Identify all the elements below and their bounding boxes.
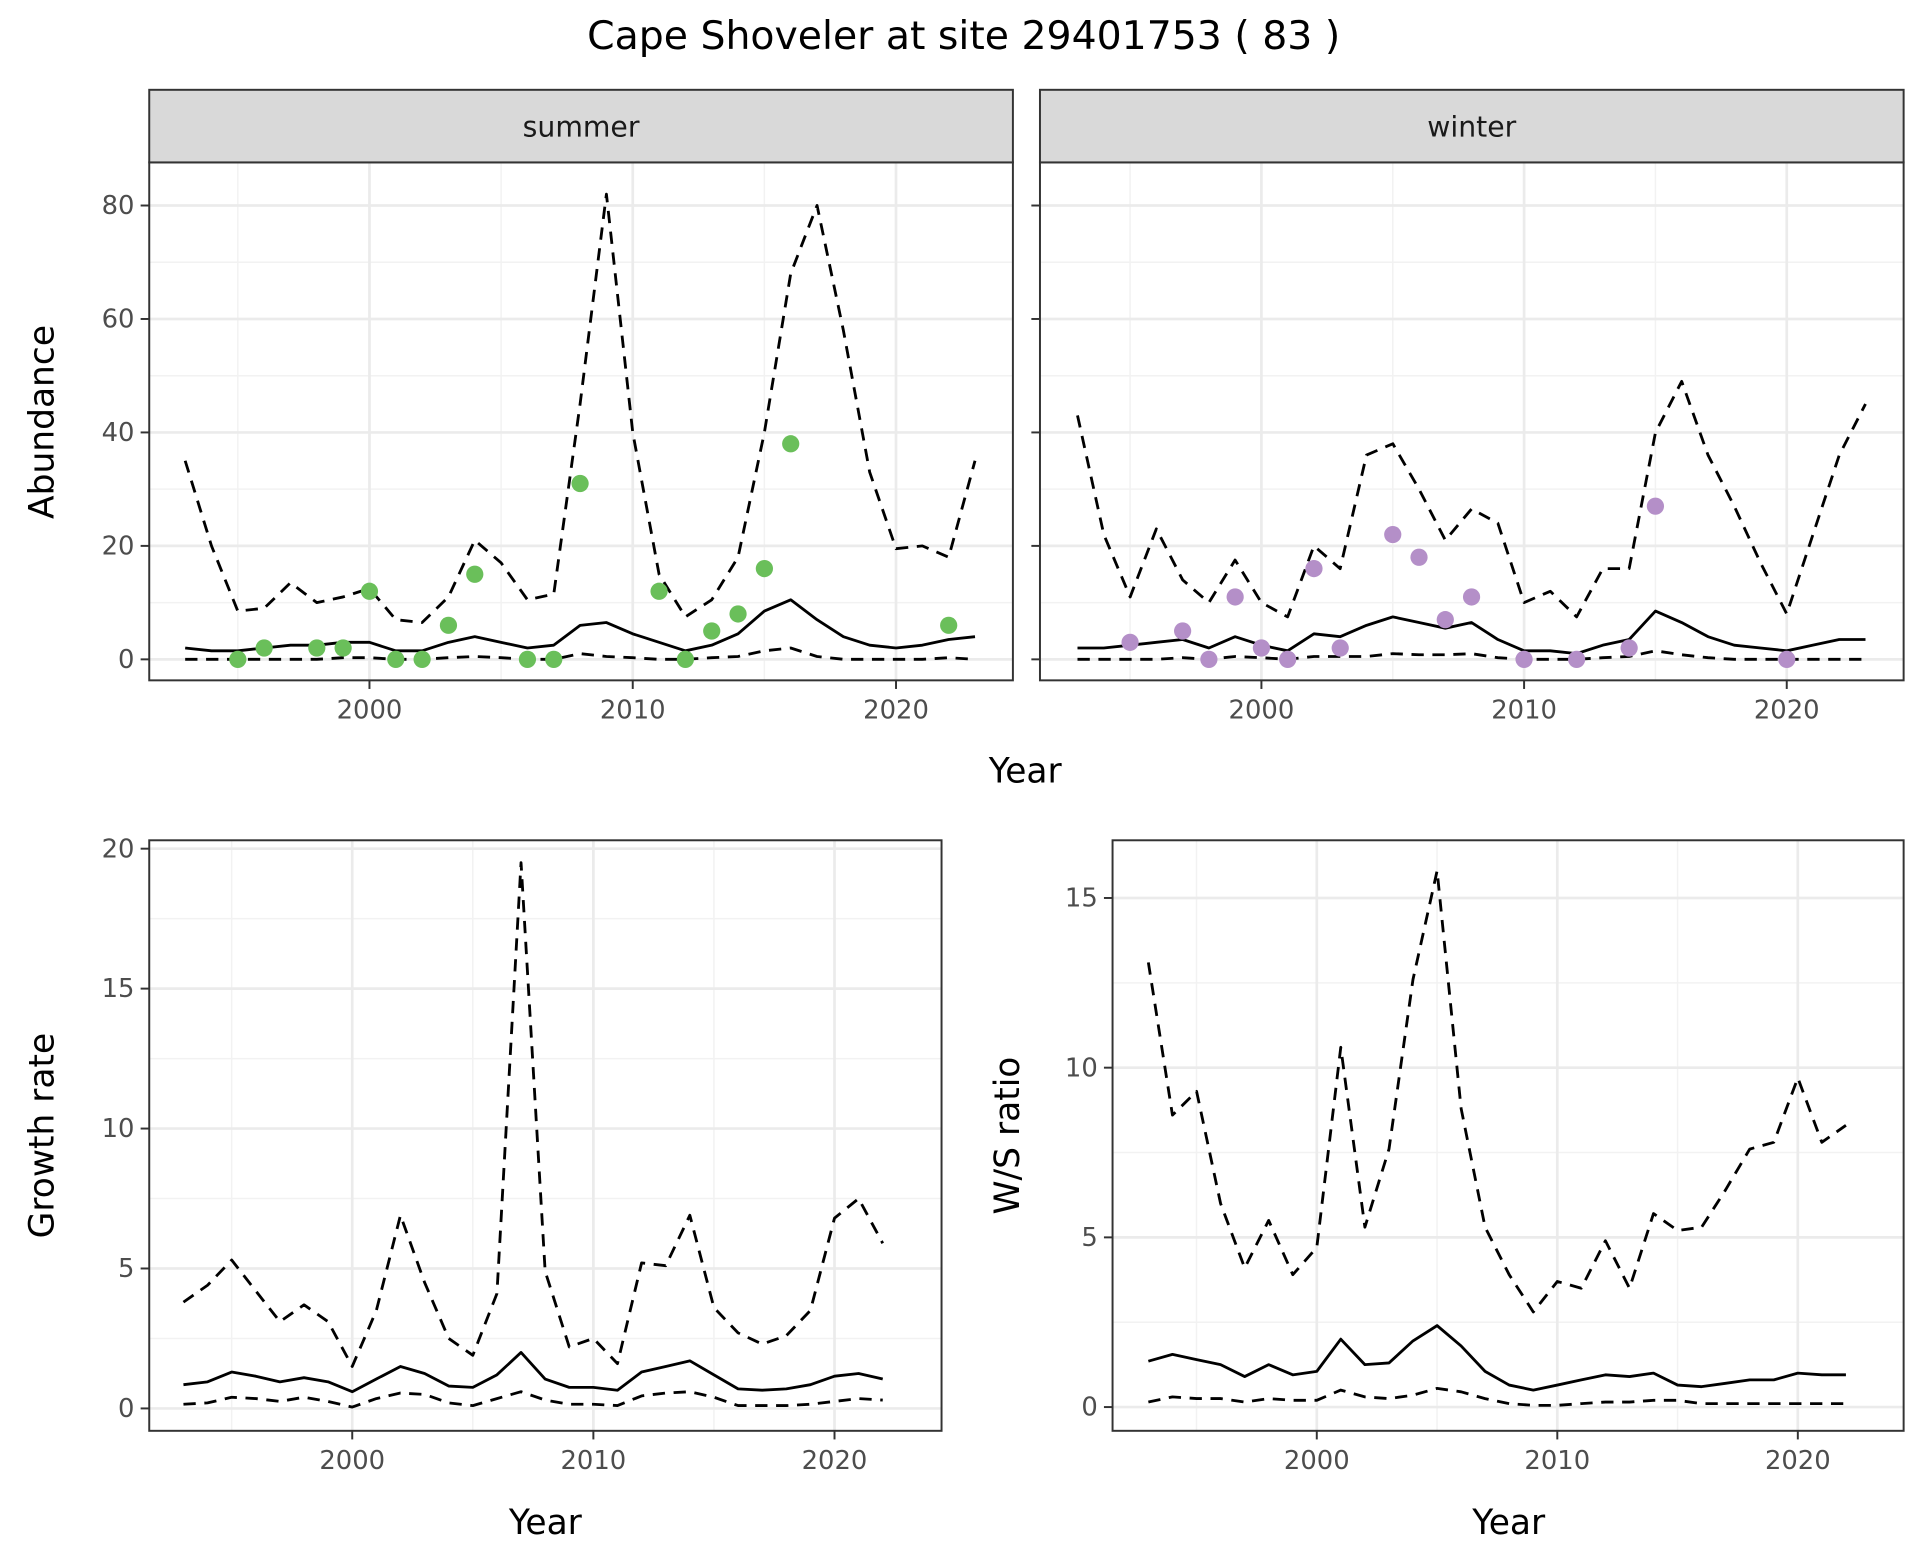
y-axis-title-growth: Growth rate — [22, 1033, 62, 1239]
data-point — [703, 622, 721, 640]
data-point — [439, 616, 458, 634]
series-line-upper — [183, 192, 977, 624]
y-axis-title-ratio: W/S ratio — [988, 1057, 1028, 1215]
x-axis-title-growth: Year — [508, 1503, 583, 1543]
data-point — [1568, 650, 1586, 668]
data-point — [1226, 588, 1244, 606]
data-point — [1462, 588, 1481, 606]
data-point — [1331, 639, 1349, 657]
x-tick-label: 2020 — [1765, 1446, 1831, 1476]
y-tick-label: 5 — [118, 1254, 134, 1284]
y-tick-label: 0 — [118, 645, 134, 675]
facet-strip — [148, 88, 1014, 164]
data-point — [755, 559, 773, 578]
series-line-lower — [185, 646, 976, 661]
data-point — [1121, 633, 1139, 651]
data-point — [1410, 548, 1428, 566]
y-tick-label: 60 — [102, 305, 135, 335]
data-point — [1200, 650, 1218, 668]
data-point — [940, 616, 958, 634]
data-point — [1436, 611, 1454, 629]
data-point — [229, 650, 247, 668]
data-point — [387, 650, 405, 668]
series-line-lower — [1148, 1386, 1846, 1407]
y-axis-title-abundance: Abundance — [22, 325, 62, 519]
panel-growth: 2000 2010 2020 0 5 10 15 20 — [102, 834, 943, 1476]
data-point — [413, 650, 431, 668]
y-tick-label: 10 — [1065, 1053, 1098, 1083]
data-point — [1384, 525, 1402, 544]
x-tick-label: 2000 — [319, 1446, 385, 1476]
data-point — [334, 639, 352, 657]
panel-summer: summer 2000 2010 2020 0 20 40 60 80 — [102, 88, 1014, 725]
y-tick-label: 80 — [102, 191, 135, 221]
x-tick-label: 2000 — [337, 695, 403, 725]
plot-background — [149, 162, 1013, 681]
data-point — [1305, 559, 1323, 578]
data-point — [466, 565, 484, 583]
x-tick-label: 2010 — [600, 695, 666, 725]
data-point — [782, 435, 800, 453]
facet-strip-label: winter — [1427, 111, 1516, 144]
panel-ratio: 2000 2010 2020 0 5 10 15 — [1065, 839, 1905, 1476]
x-axis-title-top: Year — [988, 751, 1063, 791]
data-point — [308, 639, 326, 657]
data-point — [1620, 639, 1638, 657]
series-line-mean — [183, 1351, 884, 1394]
data-point — [545, 650, 563, 668]
x-tick-label: 2020 — [863, 695, 929, 725]
series-line-mean — [1147, 1324, 1846, 1392]
x-axis-title-ratio: Year — [1471, 1503, 1546, 1543]
y-tick-label: 40 — [102, 418, 135, 448]
data-point — [729, 605, 747, 623]
x-tick-label: 2010 — [1524, 1446, 1590, 1476]
y-tick-label: 0 — [1081, 1393, 1097, 1423]
series-line-lower — [183, 1390, 883, 1409]
y-tick-label: 15 — [102, 974, 135, 1004]
chart-title: Cape Shoveler at site 29401753 ( 83 ) — [587, 13, 1340, 59]
data-point — [518, 650, 537, 668]
x-tick-label: 2010 — [561, 1446, 627, 1476]
x-tick-label: 2010 — [1491, 695, 1557, 725]
data-point — [255, 639, 273, 657]
data-point — [1646, 497, 1665, 515]
data-point — [1778, 650, 1796, 668]
series-line-mean — [1077, 609, 1866, 656]
panel-winter: winter 2000 2010 2020 — [1031, 88, 1905, 725]
y-tick-label: 5 — [1081, 1223, 1097, 1253]
x-tick-label: 2000 — [1229, 695, 1295, 725]
data-point — [650, 582, 668, 600]
data-point — [1515, 650, 1533, 668]
data-point — [1279, 650, 1297, 668]
panel-border — [1111, 839, 1905, 1432]
y-tick-label: 20 — [102, 532, 135, 562]
plot-background — [1112, 840, 1904, 1431]
plot-background — [149, 840, 942, 1431]
data-point — [1174, 622, 1192, 640]
y-tick-label: 15 — [1065, 884, 1098, 914]
facet-strip-label: summer — [523, 111, 640, 144]
y-tick-label: 10 — [102, 1114, 135, 1144]
x-tick-label: 2020 — [1754, 695, 1820, 725]
data-point — [676, 650, 695, 668]
y-tick-label: 20 — [102, 834, 135, 864]
facet-strip — [1038, 88, 1905, 164]
data-point — [360, 582, 379, 600]
y-tick-label: 0 — [118, 1394, 134, 1424]
data-point — [571, 474, 589, 493]
x-tick-label: 2000 — [1284, 1446, 1350, 1476]
panel-border — [148, 839, 943, 1432]
series-line-upper — [1146, 869, 1847, 1314]
x-tick-label: 2020 — [802, 1446, 868, 1476]
data-point — [1252, 639, 1271, 657]
